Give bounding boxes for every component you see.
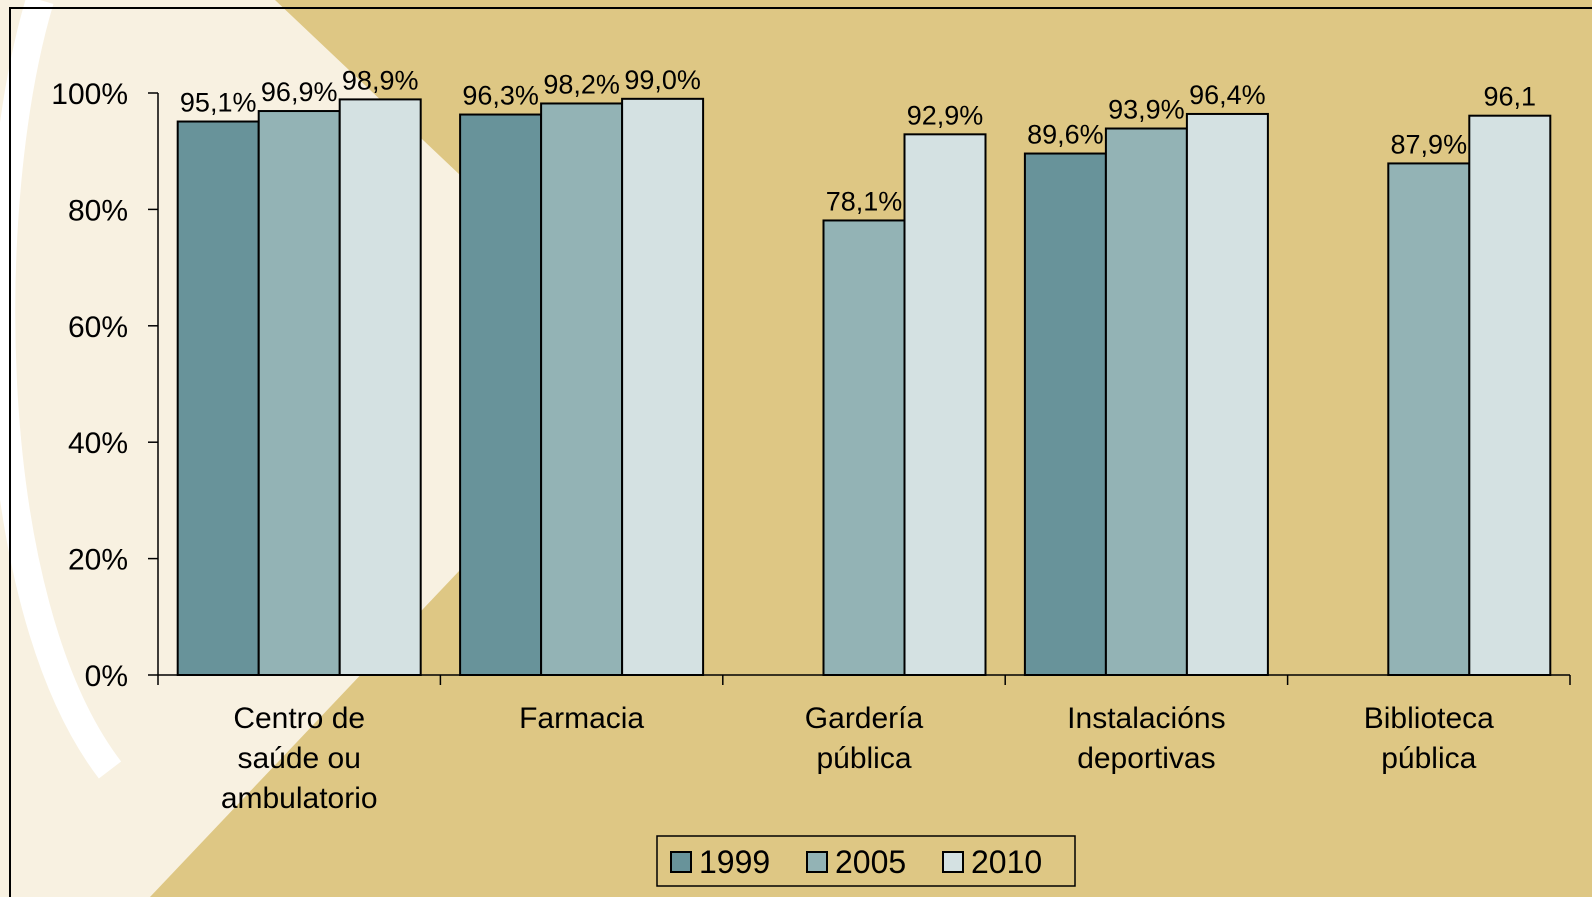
decoration xyxy=(0,0,122,779)
x-tick-label-line: deportivas xyxy=(1077,742,1215,775)
value-label: 98,2% xyxy=(543,69,620,99)
legend-box xyxy=(656,835,1076,887)
bar xyxy=(1104,127,1188,676)
value-label: 99,0% xyxy=(624,65,701,95)
legend-swatch xyxy=(670,851,692,873)
legend-label: 2005 xyxy=(835,844,906,880)
value-label: 89,6% xyxy=(1027,120,1104,150)
x-tick-label-line: pública xyxy=(816,742,911,775)
x-tick-label-line: pública xyxy=(1381,742,1476,775)
bar xyxy=(459,113,543,676)
bar xyxy=(176,120,260,676)
value-label: 96,1 xyxy=(1484,82,1537,112)
bar xyxy=(257,110,341,677)
value-label: 98,9% xyxy=(342,65,419,95)
bar xyxy=(540,102,624,676)
bar xyxy=(1468,114,1552,676)
value-label: 95,1% xyxy=(180,88,257,118)
value-label: 92,9% xyxy=(907,100,984,130)
y-tick-label: 80% xyxy=(68,194,128,227)
y-tick-label: 40% xyxy=(68,427,128,460)
x-tick-label: Instalacións deportivas xyxy=(1067,702,1225,775)
x-tick-label-line: Biblioteca xyxy=(1364,702,1494,735)
x-tick-label: Farmacia xyxy=(519,702,644,735)
x-tick-label-line: saúde ou xyxy=(237,742,360,775)
value-label: 96,4% xyxy=(1189,80,1266,110)
x-tick-label: Gardería pública xyxy=(805,702,924,775)
value-label: 96,9% xyxy=(261,77,338,107)
value-label: 87,9% xyxy=(1391,129,1468,159)
bar xyxy=(1185,112,1269,676)
x-tick-label-line: Centro de xyxy=(233,702,365,735)
bar xyxy=(1023,152,1107,676)
bar xyxy=(621,97,705,676)
bar xyxy=(822,219,906,676)
bar xyxy=(338,98,422,677)
value-label: 93,9% xyxy=(1108,95,1185,125)
frame xyxy=(9,7,1592,902)
x-tick-label: Centro de saúde ou ambulatorio xyxy=(221,702,378,815)
legend-swatch xyxy=(806,851,828,873)
legend-label: 2010 xyxy=(971,844,1042,880)
legend-swatch xyxy=(942,851,964,873)
value-label: 78,1% xyxy=(826,186,903,216)
x-tick-label: Biblioteca pública xyxy=(1364,702,1494,775)
value-label: 96,3% xyxy=(462,81,539,111)
bar xyxy=(1387,162,1471,676)
y-tick-label: 60% xyxy=(68,311,128,344)
x-tick-label-line: Gardería xyxy=(805,702,924,735)
y-tick-label: 20% xyxy=(68,544,128,577)
x-tick-label-line: Farmacia xyxy=(519,702,644,735)
y-tick-label: 0% xyxy=(85,660,128,693)
x-tick-label-line: ambulatorio xyxy=(221,782,378,815)
x-tick-label-line: Instalacións xyxy=(1067,702,1225,735)
bar xyxy=(903,133,987,676)
y-tick-label: 100% xyxy=(51,78,128,111)
legend-label: 1999 xyxy=(699,844,770,880)
